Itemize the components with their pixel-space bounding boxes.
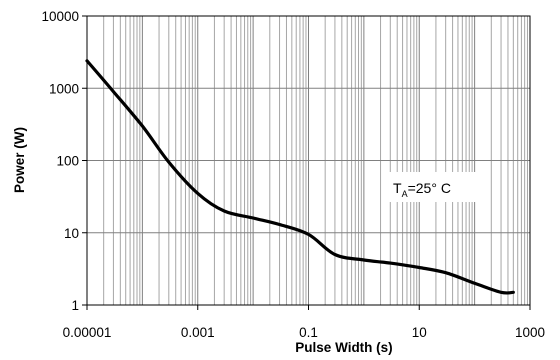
x-tick-label: 0.1	[299, 325, 318, 340]
series-line	[85, 59, 515, 295]
y-tick-labels: 1 10 100 1000 10000	[41, 9, 87, 313]
x-axis-title: Pulse Width (s)	[295, 340, 392, 355]
grid	[87, 16, 530, 305]
x-tick-label: 0.001	[181, 325, 215, 340]
y-tick-label: 10	[64, 226, 79, 241]
x-tick-label: 10	[412, 325, 427, 340]
y-axis-title: Power (W)	[12, 127, 27, 193]
x-tick-label: 0.00001	[63, 325, 112, 340]
x-tick-label: 1000	[515, 325, 545, 340]
y-tick-label: 100	[56, 154, 79, 169]
temperature-annotation: TA=25° C	[389, 172, 489, 202]
annotation-text: TA=25° C	[393, 180, 451, 199]
x-tick-labels: 0.00001 0.001 0.1 10 1000	[63, 305, 545, 340]
y-tick-label: 1000	[49, 81, 79, 96]
y-tick-label: 1	[71, 298, 79, 313]
series-layer	[85, 59, 515, 295]
y-tick-label: 10000	[41, 9, 79, 24]
